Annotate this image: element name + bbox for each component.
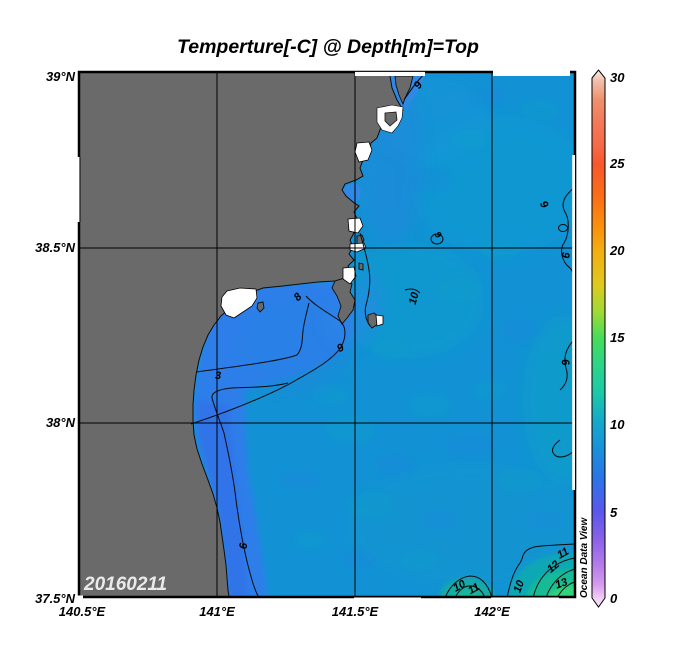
svg-text:10: 10 [610,417,625,432]
svg-text:6: 6 [238,542,251,550]
svg-text:39°N: 39°N [46,69,76,84]
svg-text:3: 3 [215,370,221,382]
svg-text:11: 11 [466,581,482,597]
svg-text:5: 5 [610,505,618,520]
svg-text:140.5°E: 140.5°E [59,604,106,619]
svg-text:30: 30 [610,70,625,85]
svg-text:11: 11 [555,545,571,561]
svg-text:38.5°N: 38.5°N [35,240,76,255]
svg-text:0: 0 [610,591,618,606]
svg-text:10: 10 [407,290,422,306]
svg-text:6: 6 [558,358,571,367]
svg-text:20: 20 [609,243,625,258]
svg-text:37.5°N: 37.5°N [35,591,76,606]
svg-text:Temperture[-C] @ Depth[m]=Top: Temperture[-C] @ Depth[m]=Top [177,36,479,58]
svg-text:15: 15 [610,330,625,345]
svg-text:25: 25 [609,156,625,171]
svg-text:142°E: 142°E [474,604,510,619]
svg-text:141.5°E: 141.5°E [332,604,379,619]
svg-text:10: 10 [512,578,528,594]
svg-text:Ocean Data View: Ocean Data View [579,517,590,598]
svg-text:9: 9 [433,229,443,240]
svg-text:141°E: 141°E [199,604,235,619]
svg-text:38°N: 38°N [46,415,76,430]
svg-text:13: 13 [554,576,570,591]
svg-text:9: 9 [559,251,572,259]
svg-text:20160211: 20160211 [83,574,167,595]
